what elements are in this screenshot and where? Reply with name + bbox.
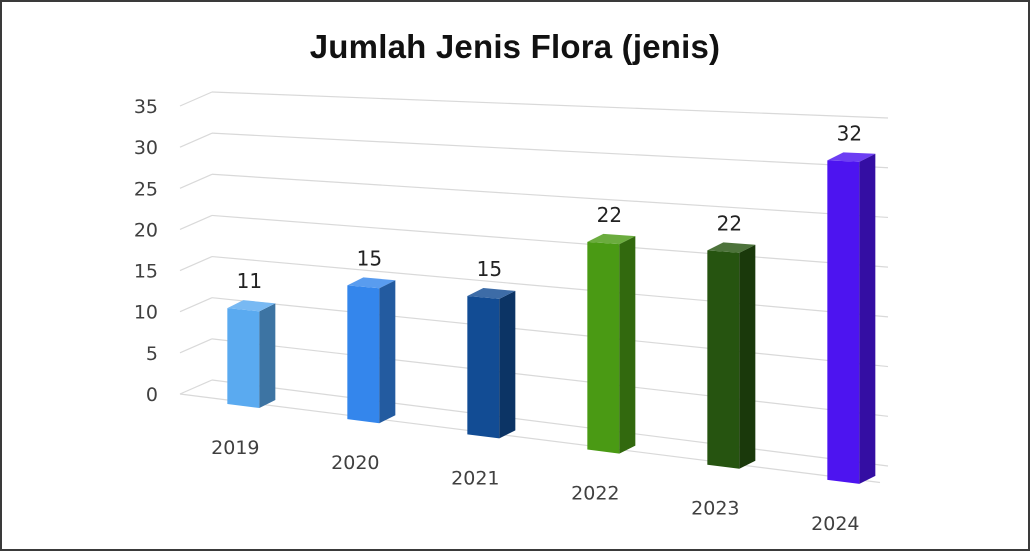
x-tick-label-2019: 2019	[211, 437, 259, 459]
y-tick-label: 35	[134, 96, 158, 118]
data-label-2023: 22	[717, 211, 742, 235]
bar-top-2024	[827, 152, 876, 162]
bar-2019	[227, 308, 260, 409]
data-label-2022: 22	[597, 203, 622, 227]
bar-top-2022	[587, 233, 636, 245]
bar-top-2023	[707, 242, 756, 253]
y-tick-label: 10	[134, 302, 158, 324]
gridline-0	[211, 379, 889, 467]
x-tick-label-2024: 2024	[811, 513, 859, 535]
gridline-30	[211, 132, 889, 169]
bar-side-2020	[379, 280, 396, 424]
y-tick-label: 30	[134, 137, 158, 159]
gridline-edge-30	[179, 132, 213, 148]
gridline-edge-10	[179, 297, 213, 313]
bar-side-2019	[259, 303, 276, 409]
bar-top-2019	[227, 300, 276, 312]
chart-title: Jumlah Jenis Flora (jenis)	[309, 28, 721, 65]
x-tick-label-2023: 2023	[691, 498, 739, 520]
bar-side-2024	[859, 153, 876, 484]
y-tick-label: 20	[134, 219, 158, 241]
x-tick-label-2020: 2020	[331, 452, 379, 474]
bar-2020	[347, 285, 380, 424]
y-tick-label: 0	[146, 384, 158, 406]
gridline-edge-20	[179, 214, 213, 230]
x-tick-label-2021: 2021	[451, 467, 499, 489]
bar-side-2022	[619, 236, 636, 454]
gridline-35	[211, 91, 889, 119]
gridline-25	[211, 173, 889, 219]
data-label-2020: 15	[357, 246, 382, 270]
gridline-edge-0	[179, 379, 213, 395]
gridline-20	[211, 214, 889, 268]
y-tick-label: 15	[134, 261, 158, 283]
gridline-edge-5	[179, 338, 213, 354]
bar-2024	[827, 160, 860, 484]
x-tick-label-2022: 2022	[571, 483, 619, 505]
gridline-edge-15	[179, 256, 213, 272]
data-label-2021: 15	[477, 257, 502, 281]
bar-2021	[467, 296, 500, 439]
bar-2022	[587, 241, 620, 454]
data-label-2024: 32	[837, 121, 862, 145]
y-tick-label: 25	[134, 178, 158, 200]
gridline-5	[211, 338, 889, 417]
bar-side-2023	[739, 244, 756, 469]
data-label-2019: 11	[237, 269, 262, 293]
bar-top-2020	[347, 277, 396, 289]
gridline-15	[211, 255, 889, 318]
bar-top-2021	[467, 288, 516, 299]
gridline-10	[211, 297, 889, 368]
gridline-edge-35	[179, 91, 213, 107]
bar-2023	[707, 250, 740, 469]
bar-side-2021	[499, 290, 516, 439]
y-tick-label: 5	[146, 343, 158, 365]
gridline-edge-25	[179, 173, 213, 189]
baseline	[179, 393, 881, 484]
